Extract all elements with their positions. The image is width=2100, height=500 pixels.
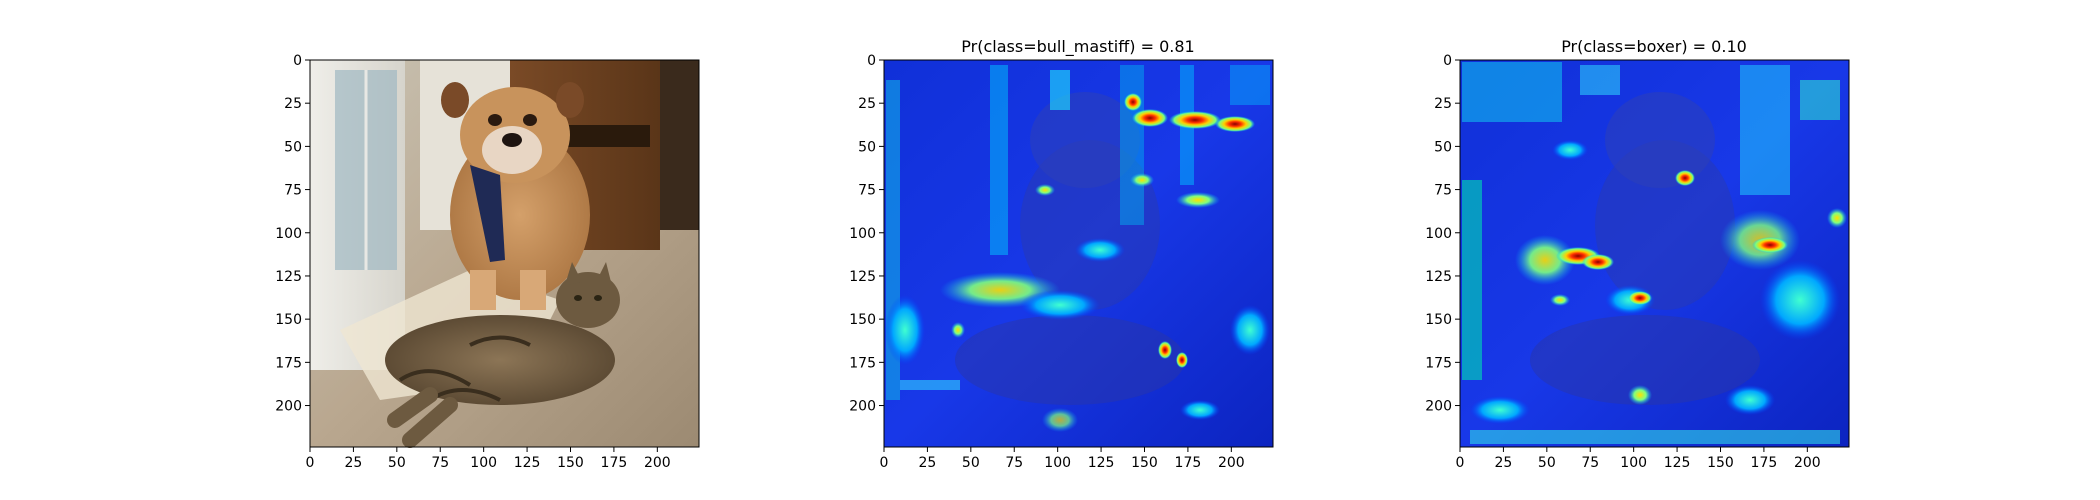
x-tick-label: 75: [1005, 455, 1023, 471]
y-tick-label: 0: [867, 53, 876, 69]
y-tick-label: 150: [1425, 312, 1452, 328]
x-tick-label: 75: [1581, 455, 1599, 471]
panel-title: Pr(class=boxer) = 0.10: [1561, 37, 1747, 56]
y-tick-label: 175: [275, 355, 302, 371]
panel-title: Pr(class=bull_mastiff) = 0.81: [961, 37, 1194, 57]
x-tick-label: 125: [514, 455, 541, 471]
y-tick-label: 100: [849, 226, 876, 242]
y-tick-label: 200: [275, 399, 302, 415]
saliency-heatmap: [1460, 60, 1849, 447]
y-tick-label: 50: [1434, 139, 1452, 155]
x-tick-label: 150: [1131, 455, 1158, 471]
y-tick-label: 125: [1425, 269, 1452, 285]
saliency-heatmap: [884, 60, 1273, 447]
y-tick-label: 50: [858, 139, 876, 155]
y-tick-label: 150: [849, 312, 876, 328]
x-tick-label: 175: [1175, 455, 1202, 471]
y-tick-label: 125: [849, 269, 876, 285]
y-tick-label: 0: [293, 53, 302, 69]
axes-frame-input: [309, 59, 700, 448]
x-tick-label: 75: [431, 455, 449, 471]
y-tick-label: 75: [1434, 183, 1452, 199]
x-tick-label: 0: [1456, 455, 1465, 471]
x-tick-label: 100: [1620, 455, 1647, 471]
axes-frame-boxer: [1459, 59, 1850, 448]
x-tick-label: 50: [962, 455, 980, 471]
x-tick-label: 125: [1088, 455, 1115, 471]
x-tick-label: 0: [306, 455, 315, 471]
panel-boxer: Pr(class=boxer) = 0.10: [1425, 37, 1850, 471]
y-tick-label: 100: [1425, 226, 1452, 242]
y-tick-label: 175: [849, 355, 876, 371]
y-tick-label: 25: [284, 96, 302, 112]
x-tick-label: 150: [557, 455, 584, 471]
x-tick-label: 50: [1538, 455, 1556, 471]
x-tick-label: 150: [1707, 455, 1734, 471]
y-tick-label: 200: [1425, 399, 1452, 415]
x-tick-label: 0: [880, 455, 889, 471]
panel-bull-mastiff: Pr(class=bull_mastiff) = 0.81: [849, 37, 1274, 471]
x-tick-label: 200: [644, 455, 671, 471]
y-tick-label: 25: [858, 96, 876, 112]
x-tick-label: 200: [1218, 455, 1245, 471]
y-tick-label: 25: [1434, 96, 1452, 112]
x-tick-label: 175: [1751, 455, 1778, 471]
y-tick-label: 75: [858, 183, 876, 199]
x-tick-label: 125: [1664, 455, 1691, 471]
x-tick-label: 100: [470, 455, 497, 471]
axes-frame-bull-mastiff: [883, 59, 1274, 448]
y-tick-label: 0: [1443, 53, 1452, 69]
y-tick-label: 50: [284, 139, 302, 155]
y-tick-label: 200: [849, 399, 876, 415]
x-tick-label: 25: [919, 455, 937, 471]
y-tick-label: 125: [275, 269, 302, 285]
x-tick-label: 100: [1044, 455, 1071, 471]
x-tick-label: 200: [1794, 455, 1821, 471]
y-tick-label: 75: [284, 183, 302, 199]
y-tick-label: 100: [275, 226, 302, 242]
input-photo: [310, 60, 699, 448]
x-tick-label: 25: [1495, 455, 1513, 471]
x-tick-label: 50: [388, 455, 406, 471]
x-tick-label: 25: [345, 455, 363, 471]
y-tick-label: 150: [275, 312, 302, 328]
x-tick-label: 175: [601, 455, 628, 471]
y-tick-label: 175: [1425, 355, 1452, 371]
panel-input: 0 0 25 25 50 50 75 75 100 100 125 125 150 150 175 175 20…: [275, 53, 700, 471]
